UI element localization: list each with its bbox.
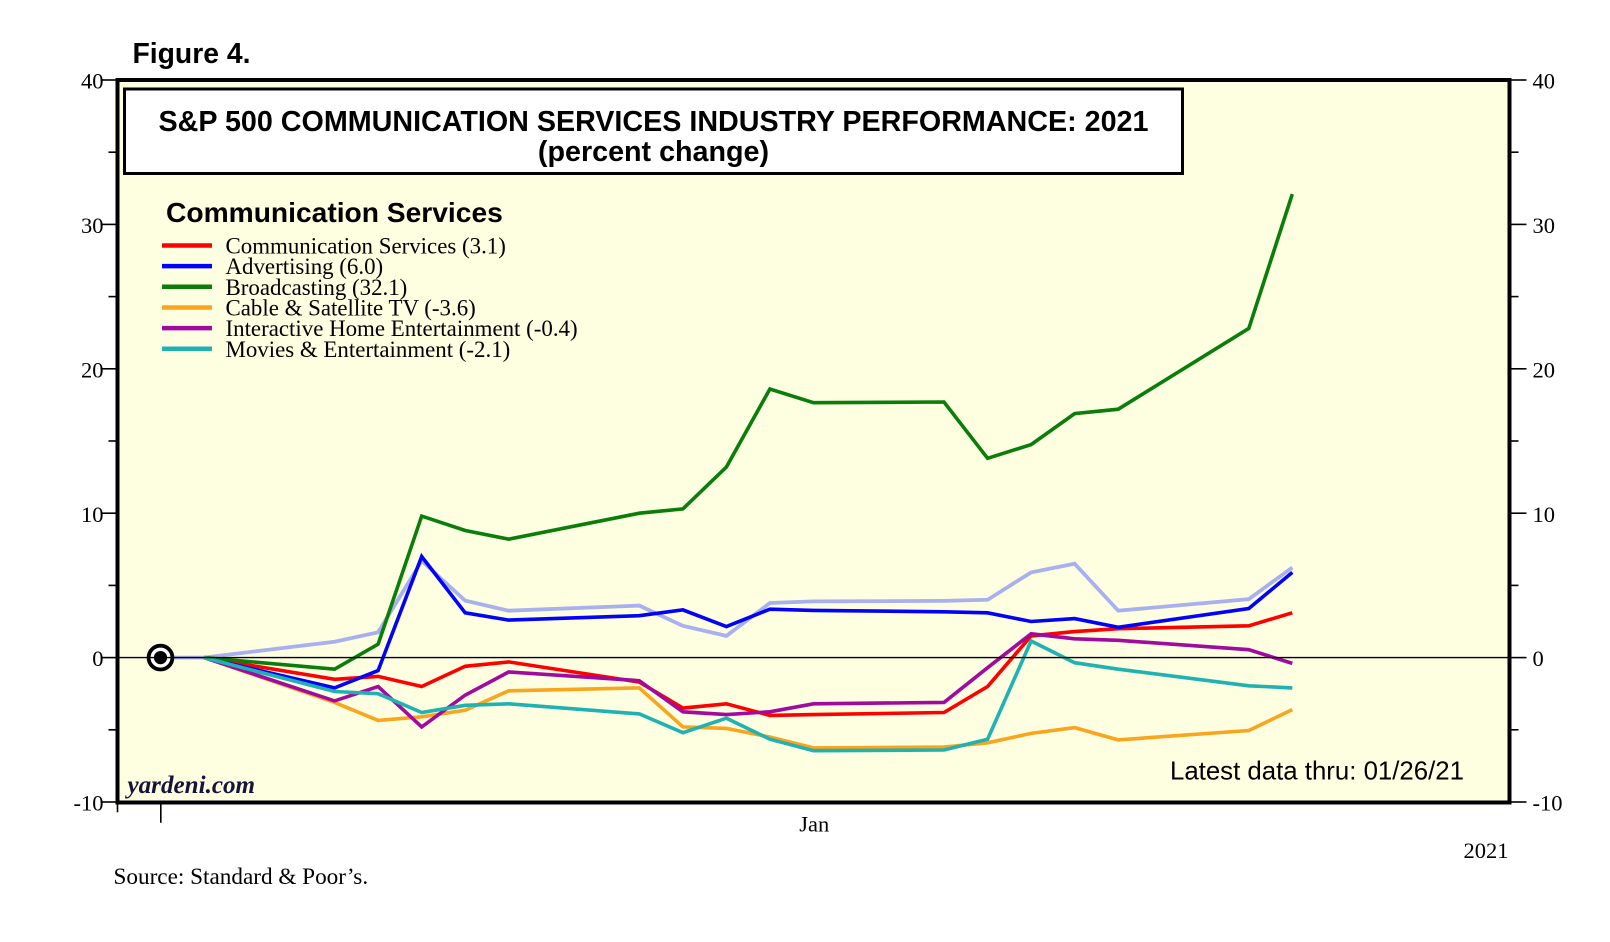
svg-text:-10: -10 — [1533, 791, 1563, 816]
svg-text:Communication Services (3.1): Communication Services (3.1) — [226, 234, 506, 259]
svg-text:Figure 4.: Figure 4. — [133, 37, 251, 69]
svg-text:30: 30 — [81, 213, 104, 238]
svg-text:Communication Services: Communication Services — [166, 196, 503, 228]
svg-text:Broadcasting (32.1): Broadcasting (32.1) — [226, 275, 408, 300]
svg-text:40: 40 — [1533, 69, 1556, 94]
svg-text:10: 10 — [1533, 502, 1556, 527]
svg-text:Advertising (6.0): Advertising (6.0) — [226, 254, 384, 279]
svg-text:S&P 500 COMMUNICATION SERVICES: S&P 500 COMMUNICATION SERVICES INDUSTRY … — [159, 106, 1149, 138]
svg-text:yardeni.com: yardeni.com — [125, 772, 256, 799]
svg-text:Cable & Satellite TV (-3.6): Cable & Satellite TV (-3.6) — [226, 295, 476, 320]
svg-text:0: 0 — [1533, 646, 1544, 671]
svg-text:Interactive Home Entertainment: Interactive Home Entertainment (-0.4) — [226, 316, 578, 341]
svg-text:Jan: Jan — [799, 812, 829, 837]
svg-text:20: 20 — [81, 357, 104, 382]
svg-text:30: 30 — [1533, 213, 1556, 238]
svg-text:20: 20 — [1533, 357, 1556, 382]
svg-text:(percent change): (percent change) — [538, 136, 769, 168]
svg-text:Latest data thru: 01/26/21: Latest data thru: 01/26/21 — [1170, 757, 1464, 785]
svg-text:Source: Standard & Poor’s.: Source: Standard & Poor’s. — [114, 864, 369, 890]
svg-text:-10: -10 — [74, 791, 104, 816]
svg-text:Movies & Entertainment (-2.1): Movies & Entertainment (-2.1) — [226, 337, 511, 362]
svg-text:0: 0 — [92, 646, 103, 671]
svg-text:40: 40 — [81, 69, 104, 94]
svg-text:10: 10 — [81, 502, 104, 527]
svg-text:2021: 2021 — [1464, 838, 1509, 863]
